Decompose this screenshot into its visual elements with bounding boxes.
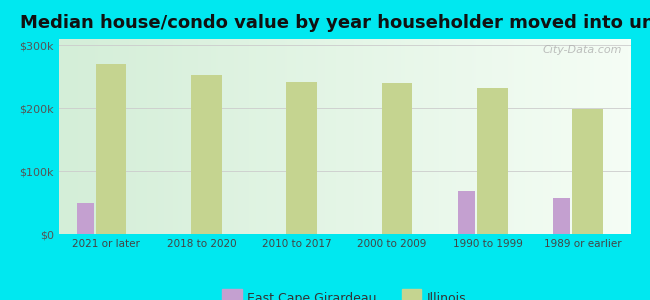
Bar (553, 198, 571, 234)
Bar (287, 82, 317, 234)
Text: City-Data.com: City-Data.com (542, 45, 622, 55)
Bar (77, 202, 94, 234)
Bar (382, 83, 412, 234)
Bar (458, 191, 475, 234)
Bar (477, 88, 508, 234)
Title: Median house/condo value by year householder moved into unit: Median house/condo value by year househo… (20, 14, 650, 32)
Legend: East Cape Girardeau, Illinois: East Cape Girardeau, Illinois (218, 287, 471, 300)
Bar (573, 110, 603, 234)
Bar (96, 64, 126, 234)
Bar (191, 76, 222, 234)
